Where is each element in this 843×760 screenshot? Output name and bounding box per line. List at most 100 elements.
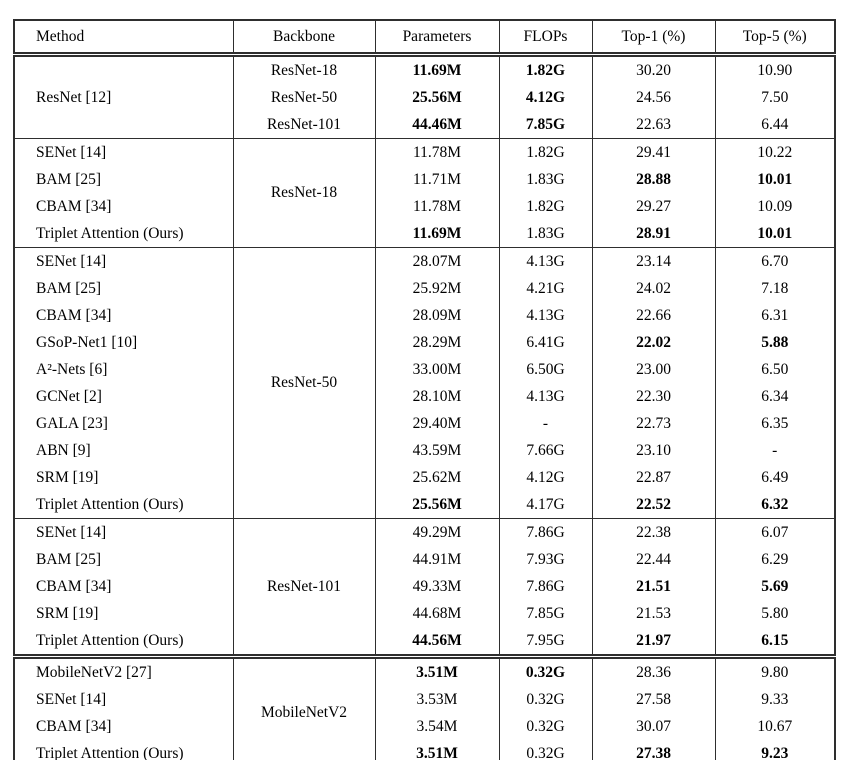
- top1-cell: 22.87: [591, 464, 716, 491]
- method-cell: ResNet [12]: [13, 54, 234, 139]
- top5-cell: 7.18: [714, 275, 836, 302]
- parameters-cell: 29.40M: [374, 410, 500, 437]
- flops-cell: 7.86G: [498, 573, 593, 600]
- flops-cell: 1.82G: [498, 138, 593, 166]
- table-row: SRM [19] 44.68M 7.85G 21.53 5.80: [13, 600, 836, 627]
- flops-cell: 7.95G: [498, 627, 593, 657]
- top1-cell: 24.56: [591, 84, 716, 111]
- flops-cell: 4.12G: [498, 464, 593, 491]
- top1-cell: 30.07: [591, 713, 716, 740]
- table-row: ResNet-50 25.56M 4.12G 24.56 7.50: [14, 84, 836, 111]
- top1-cell: 22.63: [591, 111, 716, 139]
- top1-cell: 23.10: [591, 437, 716, 464]
- method-cell: SRM [19]: [13, 464, 234, 491]
- method-cell: Triplet Attention (Ours): [13, 491, 234, 519]
- flops-cell: 4.13G: [498, 247, 593, 275]
- top1-cell: 28.36: [591, 656, 716, 686]
- top5-cell: 9.80: [714, 656, 836, 686]
- table-row: CBAM [34] 49.33M 7.86G 21.51 5.69: [13, 573, 836, 600]
- table-row: SENet [14] ResNet-18 11.78M 1.82G 29.41 10.22: [13, 138, 836, 248]
- col-header-method: Method: [13, 20, 234, 55]
- top5-cell: 9.33: [714, 686, 836, 713]
- table-row: Triplet Attention (Ours) 11.69M 1.83G 28.91…: [13, 220, 836, 248]
- top1-cell: 21.53: [591, 600, 716, 627]
- table-row: Triplet Attention (Ours) 3.51M 0.32G 27.38 9…: [13, 740, 836, 760]
- flops-cell: 1.82G: [498, 54, 593, 84]
- top1-cell: 29.41: [591, 138, 716, 166]
- flops-cell: 7.85G: [498, 600, 593, 627]
- parameters-cell: 28.09M: [374, 302, 500, 329]
- parameters-cell: 3.51M: [374, 656, 500, 686]
- flops-cell: 7.85G: [498, 111, 593, 139]
- backbone-cell: MobileNetV2: [232, 656, 376, 760]
- top1-cell: 28.91: [591, 220, 716, 248]
- table-row: SENet [14] ResNet-50 28.07M 4.13G 23.14 6.70: [13, 247, 836, 519]
- top5-cell: 6.49: [714, 464, 836, 491]
- parameters-cell: 28.29M: [374, 329, 500, 356]
- top1-cell: 22.52: [591, 491, 716, 519]
- col-header-parameters: Parameters: [374, 20, 500, 55]
- flops-cell: 1.82G: [498, 193, 593, 220]
- top5-cell: 10.22: [714, 138, 836, 166]
- method-cell: A²-Nets [6]: [13, 356, 234, 383]
- table-section-3: SENet [14] ResNet-50 28.07M 4.13G 23.14 6.70 B…: [13, 247, 836, 519]
- method-cell: SENet [14]: [13, 686, 234, 713]
- backbone-cell: ResNet-50: [232, 84, 376, 111]
- flops-cell: 4.21G: [498, 275, 593, 302]
- parameters-cell: 44.46M: [374, 111, 500, 139]
- table-row: ABN [9] 43.59M 7.66G 23.10-: [13, 437, 836, 464]
- top5-cell: 6.35: [714, 410, 836, 437]
- backbone-cell: ResNet-101: [232, 518, 376, 657]
- table-row: SRM [19] 25.62M 4.12G 22.87 6.49: [13, 464, 836, 491]
- parameters-cell: 43.59M: [374, 437, 500, 464]
- header-row: Method Backbone Parameters FLOPs Top-1 (…: [13, 20, 836, 55]
- method-cell: Triplet Attention (Ours): [13, 220, 234, 248]
- flops-cell: 7.66G: [498, 437, 593, 464]
- method-cell: CBAM [34]: [13, 713, 234, 740]
- table-row: A²-Nets [6] 33.00M 6.50G 23.00 6.50: [13, 356, 836, 383]
- top5-cell: 10.90: [714, 54, 836, 84]
- table-header: Method Backbone Parameters FLOPs Top-1 (…: [13, 20, 836, 55]
- col-header-top1: Top-1 (%): [591, 20, 716, 55]
- top5-cell: 5.69: [714, 573, 836, 600]
- table-row: Triplet Attention (Ours) 44.56M 7.95G 21.97…: [13, 627, 836, 657]
- method-cell: SENet [14]: [13, 138, 234, 166]
- method-cell: Triplet Attention (Ours): [13, 627, 234, 657]
- flops-cell: 0.32G: [498, 740, 593, 760]
- table-row: GALA [23] 29.40M -22.73 6.35: [13, 410, 836, 437]
- table-row: SENet [14] 3.53M 0.32G 27.58 9.33: [13, 686, 836, 713]
- table-row: CBAM [34] 3.54M 0.32G 30.07 10.67: [13, 713, 836, 740]
- top1-cell: 22.02: [591, 329, 716, 356]
- parameters-cell: 11.71M: [374, 166, 500, 193]
- table-row: BAM [25] 25.92M 4.21G 24.02 7.18: [13, 275, 836, 302]
- top5-cell: 5.80: [714, 600, 836, 627]
- parameters-cell: 25.56M: [374, 84, 500, 111]
- col-header-flops: FLOPs: [498, 20, 593, 55]
- top1-cell: 29.27: [591, 193, 716, 220]
- top1-cell: 27.58: [591, 686, 716, 713]
- flops-cell: 4.17G: [498, 491, 593, 519]
- top1-cell: 22.44: [591, 546, 716, 573]
- flops-cell: 0.32G: [498, 656, 593, 686]
- flops-cell: 1.83G: [498, 220, 593, 248]
- parameters-cell: 25.56M: [374, 491, 500, 519]
- flops-cell: -: [498, 410, 593, 437]
- table-row: CBAM [34] 11.78M 1.82G 29.27 10.09: [13, 193, 836, 220]
- top1-cell: 23.14: [591, 247, 716, 275]
- top5-cell: 10.01: [714, 166, 836, 193]
- flops-cell: 0.32G: [498, 686, 593, 713]
- parameters-cell: 11.69M: [374, 54, 500, 84]
- top5-cell: 6.29: [714, 546, 836, 573]
- flops-cell: 7.93G: [498, 546, 593, 573]
- flops-cell: 7.86G: [498, 518, 593, 546]
- top5-cell: 6.15: [714, 627, 836, 657]
- top1-cell: 22.38: [591, 518, 716, 546]
- table-row: MobileNetV2 [27] MobileNetV2 3.51M 0.32G 28.…: [13, 656, 836, 760]
- backbone-cell: ResNet-18: [232, 54, 376, 84]
- method-cell: SENet [14]: [13, 518, 234, 546]
- top1-cell: 28.88: [591, 166, 716, 193]
- top5-cell: 10.09: [714, 193, 836, 220]
- table-section-1: ResNet [12] ResNet-18 11.69M 1.82G 30.20 10.9…: [13, 54, 836, 139]
- top1-cell: 22.73: [591, 410, 716, 437]
